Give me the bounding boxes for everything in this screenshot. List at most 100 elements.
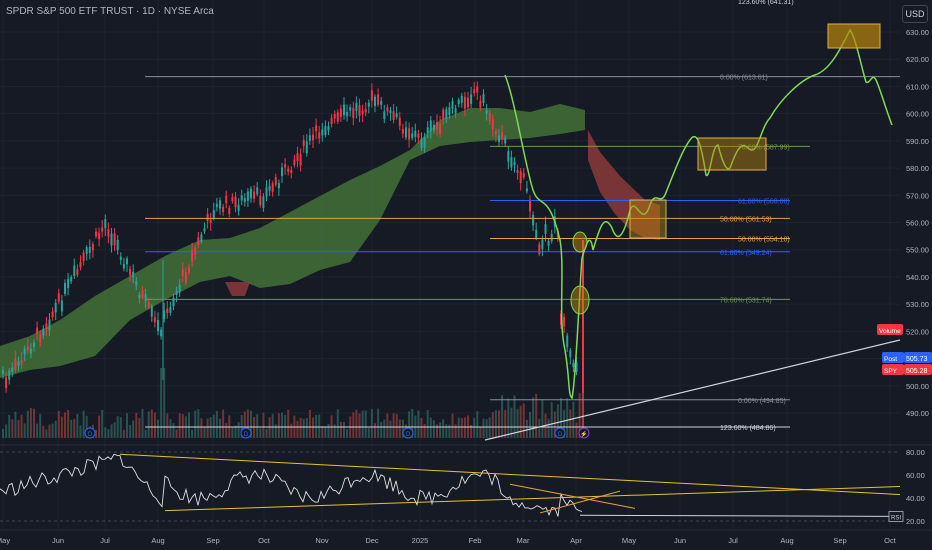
volume-bar (209, 417, 212, 438)
volume-bar (110, 424, 113, 438)
candle-body (479, 100, 482, 108)
candle-body (504, 137, 507, 144)
volume-bar (287, 409, 290, 438)
volume-bar (429, 417, 432, 438)
candle-body (494, 131, 497, 135)
candle-body (237, 204, 240, 211)
candle-body (73, 265, 76, 277)
price-tick-label: 540.00 (906, 273, 929, 282)
volume-bar (296, 421, 299, 438)
time-tick-label: May (0, 536, 10, 545)
candle-body (42, 328, 45, 336)
candle-body (39, 334, 42, 342)
candle-body (544, 224, 547, 234)
volume-bar (482, 418, 485, 438)
candle-body (29, 348, 32, 354)
candle-body (529, 199, 531, 212)
candle-body (23, 348, 26, 355)
volume-bar (439, 422, 442, 438)
candle-body (178, 284, 181, 293)
volume-bar (246, 409, 249, 438)
volume-bar (501, 395, 504, 438)
price-tag-label: SPY (884, 368, 898, 375)
fib-label: 123.60% (484.86) (720, 425, 776, 432)
volume-bar (113, 422, 116, 438)
candle-body (88, 246, 91, 253)
volume-bar (525, 419, 528, 438)
volume-bar (420, 418, 423, 438)
volume-bar (197, 409, 200, 438)
volume-bar (163, 368, 166, 438)
candle-body (349, 107, 352, 111)
candle-body (572, 362, 575, 368)
candle-body (293, 159, 296, 165)
volume-bar (212, 414, 215, 438)
volume-bar (98, 415, 101, 438)
volume-bar (367, 428, 370, 438)
time-tick-label: Nov (315, 536, 329, 545)
volume-bar (541, 399, 544, 438)
event-marker (84, 427, 96, 439)
volume-bar (578, 393, 581, 438)
price-tag (877, 324, 903, 335)
candle-body (150, 306, 153, 317)
candle-body (522, 173, 525, 178)
candle-body (85, 247, 88, 254)
candle-body (57, 293, 60, 302)
volume-bar (426, 410, 429, 438)
candle-body (566, 335, 569, 348)
candle-body (426, 127, 429, 133)
candle-body (470, 94, 473, 104)
candle-body (457, 99, 460, 105)
candle-body (17, 361, 20, 366)
candle-body (197, 237, 200, 246)
rsi-panel: 80.00 60.00 40.00 20.00 RSI (0, 444, 932, 526)
volume-bar (411, 408, 414, 438)
candle-body (296, 153, 299, 162)
time-tick-label: 2025 (412, 536, 429, 545)
volume-bar (560, 397, 562, 438)
candle-body (367, 102, 370, 107)
volume-bar (361, 410, 364, 438)
currency-button[interactable]: USD (902, 5, 928, 23)
fib-label: 61.80% (568.08) (738, 199, 790, 206)
volume-bar (250, 410, 252, 438)
candle-body (451, 101, 454, 109)
volume-bar (532, 397, 535, 438)
candle-body (191, 249, 194, 262)
candle-body (488, 112, 491, 122)
volume-bar (522, 403, 525, 438)
event-marker-label: D (558, 432, 563, 438)
candle-body (250, 188, 252, 199)
candle-body (79, 261, 82, 268)
candle-body (513, 161, 516, 166)
candle-body (463, 96, 466, 109)
time-tick-label: Aug (151, 536, 164, 545)
candle-body (48, 319, 51, 331)
volume-bar (5, 424, 8, 438)
volume-bar (243, 411, 246, 438)
candle-body (259, 195, 262, 206)
volume-bar (510, 407, 513, 438)
candle-body (361, 110, 364, 115)
fib-label: 50.00% (561.53) (720, 216, 772, 223)
candle-body (395, 113, 398, 118)
volume-bar (516, 408, 519, 438)
volume-bar (11, 419, 14, 438)
candle-body (445, 109, 448, 120)
candle-body (82, 252, 85, 262)
volume-bar (299, 417, 302, 438)
candle-body (188, 267, 190, 273)
price-tick-label: 520.00 (906, 327, 929, 336)
candle-body (141, 290, 144, 298)
volume-bar (392, 413, 395, 438)
price-axis: 630.00 620.00 610.00 600.00 590.00 580.00 570.… (877, 28, 932, 418)
volume-bar (454, 424, 457, 438)
volume-bar (442, 419, 445, 438)
volume-bar (138, 418, 141, 438)
candle-body (135, 280, 138, 286)
fib-label: 50.00% (554.10) (738, 237, 790, 244)
cloud-bearish (225, 282, 250, 296)
